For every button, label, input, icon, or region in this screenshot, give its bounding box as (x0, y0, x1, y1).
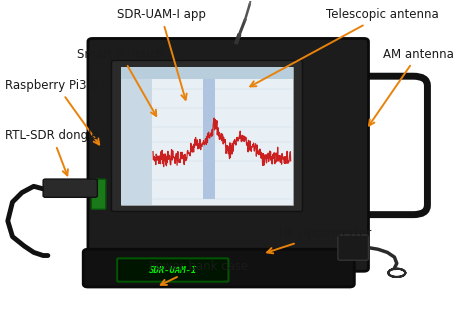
Text: SDR-UAM-I: SDR-UAM-I (149, 265, 197, 275)
FancyBboxPatch shape (117, 258, 228, 282)
FancyBboxPatch shape (88, 39, 368, 271)
Text: Raspberry Pi3 B+: Raspberry Pi3 B+ (5, 79, 109, 144)
Text: SDR-UAM-I app: SDR-UAM-I app (117, 8, 205, 100)
FancyBboxPatch shape (121, 67, 293, 205)
Text: Power bank case: Power bank case (149, 260, 248, 285)
FancyBboxPatch shape (338, 235, 368, 260)
FancyBboxPatch shape (203, 79, 215, 199)
FancyBboxPatch shape (121, 67, 293, 79)
FancyBboxPatch shape (152, 79, 293, 205)
Text: Telescopic antenna: Telescopic antenna (250, 8, 439, 87)
FancyBboxPatch shape (91, 179, 106, 209)
FancyBboxPatch shape (83, 249, 355, 287)
FancyBboxPatch shape (111, 60, 302, 211)
FancyBboxPatch shape (43, 179, 97, 197)
Text: SmartiPi Touch: SmartiPi Touch (77, 48, 164, 116)
FancyBboxPatch shape (121, 79, 152, 205)
Text: HF Upconverter: HF Upconverter (267, 227, 371, 253)
Text: RTL-SDR dongle: RTL-SDR dongle (5, 130, 99, 175)
FancyBboxPatch shape (120, 260, 226, 280)
Text: AM antenna: AM antenna (369, 48, 454, 125)
